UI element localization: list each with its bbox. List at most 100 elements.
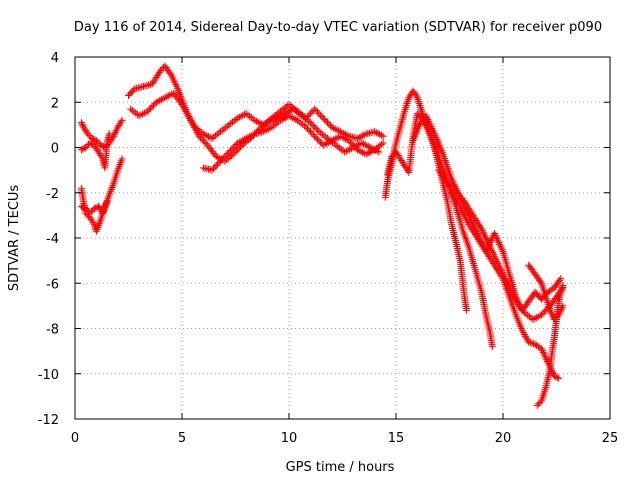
data-point: [529, 315, 537, 323]
data-point: [305, 111, 313, 119]
data-point: [481, 232, 489, 240]
data-point: [305, 126, 313, 134]
data-point: [326, 138, 334, 146]
data-point: [192, 127, 200, 135]
data-point: [479, 229, 487, 237]
data-series-3: [77, 155, 126, 235]
data-point: [502, 276, 510, 284]
data-point: [376, 130, 384, 138]
data-point: [557, 287, 565, 295]
data-point: [328, 137, 336, 145]
data-point: [557, 288, 565, 296]
data-point: [219, 154, 227, 162]
data-point: [482, 248, 490, 256]
data-point: [236, 143, 244, 151]
data-point: [484, 242, 492, 250]
data-point: [351, 143, 359, 151]
data-point: [87, 140, 95, 148]
data-point: [311, 105, 319, 113]
data-point: [528, 339, 536, 347]
data-point: [137, 111, 145, 119]
data-point: [242, 134, 250, 142]
data-point: [306, 119, 314, 127]
data-point: [112, 172, 120, 180]
data-point: [218, 156, 226, 164]
data-point: [184, 111, 192, 119]
data-point: [353, 134, 361, 142]
data-point: [558, 283, 566, 291]
data-point: [371, 128, 379, 136]
data-point: [557, 275, 565, 283]
data-point: [198, 135, 206, 143]
data-point: [449, 179, 457, 187]
data-point: [496, 263, 504, 271]
data-point: [197, 134, 205, 142]
data-point: [355, 147, 363, 155]
data-point: [425, 119, 433, 127]
data-point: [534, 313, 542, 321]
data-point: [533, 401, 541, 409]
data-point: [212, 153, 220, 161]
data-point: [357, 133, 365, 141]
data-point: [448, 175, 456, 183]
data-point: [501, 274, 509, 282]
data-point: [415, 100, 423, 108]
data-point: [228, 145, 236, 153]
axis-ticks: 0 5 10 15 20 25 -12 -10 -8 -6 -4 -2 0 2 4: [38, 51, 619, 446]
data-point: [306, 110, 314, 118]
data-point: [547, 308, 555, 316]
data-point: [86, 139, 94, 147]
data-point: [448, 177, 456, 185]
data-point: [458, 206, 466, 214]
data-point: [541, 387, 549, 395]
data-point: [149, 101, 157, 109]
data-point: [287, 113, 295, 121]
data-point: [498, 268, 506, 276]
data-point: [312, 134, 320, 142]
data-point: [288, 114, 296, 122]
data-point: [416, 101, 424, 109]
data-point: [78, 120, 86, 128]
data-point: [375, 148, 383, 156]
data-point: [208, 166, 216, 174]
data-point: [529, 340, 537, 348]
data-point: [552, 373, 560, 381]
data-point: [145, 106, 153, 114]
data-point: [426, 121, 434, 129]
data-point: [139, 110, 147, 118]
data-series-1: [77, 116, 126, 151]
data-point: [237, 137, 245, 145]
data-point: [532, 314, 540, 322]
data-point: [548, 310, 556, 318]
data-point: [388, 153, 396, 161]
data-point: [531, 315, 539, 323]
data-point: [305, 117, 313, 125]
data-point: [117, 118, 125, 126]
data-point: [229, 144, 237, 151]
data-point: [118, 116, 126, 124]
data-point: [89, 219, 97, 227]
data-point: [331, 135, 339, 143]
data-point: [427, 123, 435, 131]
data-point: [416, 103, 424, 111]
data-point: [217, 157, 225, 165]
y-tick-label: -2: [46, 187, 59, 202]
data-point: [232, 147, 240, 155]
data-point: [504, 281, 512, 289]
data-point: [308, 129, 316, 137]
data-point: [311, 123, 319, 131]
data-point: [346, 138, 354, 146]
data-point: [308, 120, 316, 128]
data-point: [349, 141, 357, 149]
y-tick-label: 4: [51, 51, 59, 66]
x-tick-label: 5: [178, 431, 186, 446]
data-point: [270, 115, 278, 123]
data-point: [234, 139, 242, 147]
data-point: [363, 142, 371, 150]
data-point: [105, 130, 113, 138]
data-point: [497, 244, 505, 252]
data-point: [185, 113, 193, 121]
data-point: [285, 112, 293, 120]
data-point: [330, 136, 338, 144]
